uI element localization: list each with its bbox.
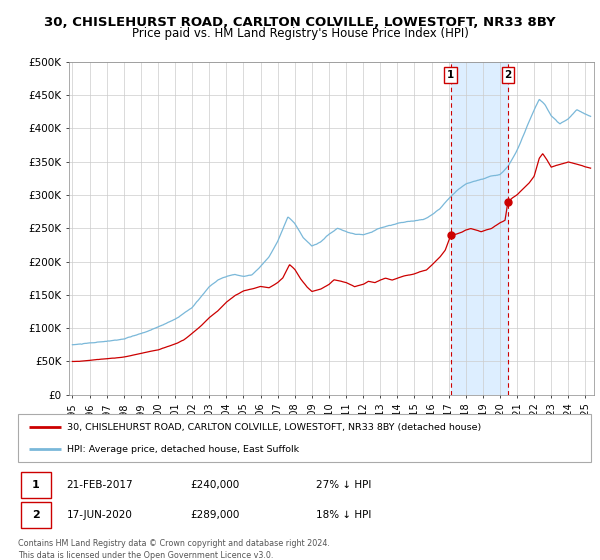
Text: £289,000: £289,000 <box>190 510 239 520</box>
Text: 18% ↓ HPI: 18% ↓ HPI <box>316 510 371 520</box>
FancyBboxPatch shape <box>18 414 591 462</box>
Text: 30, CHISLEHURST ROAD, CARLTON COLVILLE, LOWESTOFT, NR33 8BY (detached house): 30, CHISLEHURST ROAD, CARLTON COLVILLE, … <box>67 423 481 432</box>
Text: 21-FEB-2017: 21-FEB-2017 <box>67 480 133 490</box>
FancyBboxPatch shape <box>21 502 50 529</box>
FancyBboxPatch shape <box>21 472 50 498</box>
Text: Contains HM Land Registry data © Crown copyright and database right 2024.
This d: Contains HM Land Registry data © Crown c… <box>18 539 330 559</box>
Text: 1: 1 <box>447 70 454 80</box>
Text: 2: 2 <box>32 510 40 520</box>
Text: 17-JUN-2020: 17-JUN-2020 <box>67 510 133 520</box>
Bar <box>451 62 508 395</box>
Text: 2: 2 <box>504 70 511 80</box>
Text: Price paid vs. HM Land Registry's House Price Index (HPI): Price paid vs. HM Land Registry's House … <box>131 27 469 40</box>
Text: 27% ↓ HPI: 27% ↓ HPI <box>316 480 371 490</box>
Text: HPI: Average price, detached house, East Suffolk: HPI: Average price, detached house, East… <box>67 445 299 454</box>
Text: 1: 1 <box>32 480 40 490</box>
Text: 30, CHISLEHURST ROAD, CARLTON COLVILLE, LOWESTOFT, NR33 8BY: 30, CHISLEHURST ROAD, CARLTON COLVILLE, … <box>44 16 556 29</box>
Text: £240,000: £240,000 <box>190 480 239 490</box>
